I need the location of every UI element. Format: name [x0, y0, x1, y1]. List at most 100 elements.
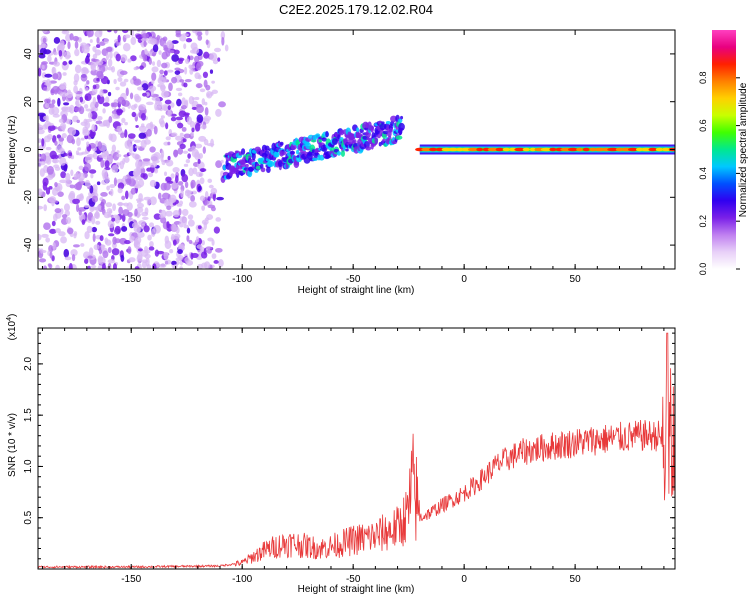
- noise-blob: [179, 79, 185, 83]
- noise-blob: [55, 228, 61, 234]
- noise-blob: [55, 264, 60, 269]
- noise-blob: [137, 248, 143, 252]
- noise-blob: [84, 155, 93, 164]
- noise-blob: [124, 190, 129, 200]
- noise-blob: [158, 72, 164, 82]
- noise-blob: [112, 203, 117, 212]
- noise-blob: [153, 125, 158, 135]
- snr-y-axis: 0.5 1.0 1.5 2.0: [23, 332, 675, 560]
- noise-blob: [141, 33, 149, 39]
- noise-blob: [197, 159, 201, 164]
- snr-x-axis-label: Height of straight line (km): [298, 584, 415, 595]
- colorbar-tick-label: 0.8: [698, 72, 708, 85]
- noise-blob: [90, 111, 98, 120]
- noise-blob: [138, 125, 147, 133]
- noise-blob: [91, 124, 96, 132]
- noise-blob: [113, 30, 118, 34]
- noise-blob: [150, 153, 159, 162]
- noise-blob: [98, 30, 103, 35]
- x-tick-label: -150: [121, 574, 141, 585]
- noise-blob: [41, 137, 45, 147]
- noise-blob: [124, 239, 131, 245]
- noise-blob: [171, 76, 178, 84]
- noise-blob: [38, 258, 47, 263]
- noise-blob: [165, 200, 170, 205]
- noise-blob: [158, 50, 162, 55]
- noise-blob: [87, 111, 93, 119]
- noise-blob: [119, 70, 128, 75]
- noise-blob: [122, 175, 128, 180]
- snr-series-line: [38, 332, 675, 569]
- noise-blob: [44, 102, 50, 109]
- noise-blob: [170, 102, 175, 108]
- noise-blob: [54, 208, 62, 214]
- noise-blob: [114, 238, 121, 244]
- noise-blob: [160, 182, 167, 191]
- noise-blob: [190, 252, 194, 260]
- noise-blob: [209, 52, 218, 61]
- noise-blob: [185, 38, 193, 43]
- noise-blob: [74, 64, 82, 74]
- signal-blob: [312, 157, 318, 161]
- noise-blob: [59, 83, 66, 91]
- noise-blob: [111, 164, 119, 174]
- noise-blob: [121, 195, 126, 201]
- noise-blob: [199, 195, 206, 202]
- steady-band-peak: [661, 147, 671, 152]
- noise-blob: [135, 160, 141, 169]
- noise-blob: [65, 216, 72, 224]
- noise-blob: [129, 235, 134, 243]
- noise-blob: [65, 54, 71, 58]
- noise-blob: [141, 49, 146, 58]
- noise-blob: [72, 35, 79, 42]
- noise-blob: [44, 73, 53, 78]
- noise-blob: [72, 198, 80, 205]
- noise-blob: [182, 138, 187, 143]
- noise-blob: [141, 259, 149, 263]
- noise-blob: [175, 135, 183, 141]
- signal-blob: [345, 148, 349, 152]
- noise-blob: [117, 96, 125, 105]
- noise-blob: [165, 122, 169, 130]
- noise-blob: [68, 60, 73, 65]
- noise-blob: [207, 178, 213, 184]
- steady-band-peak: [476, 147, 484, 152]
- signal-blob: [337, 134, 341, 140]
- noise-blob: [169, 249, 174, 254]
- noise-blob: [100, 244, 105, 251]
- steady-band-peak: [487, 147, 499, 152]
- noise-blob: [160, 216, 167, 224]
- noise-blob: [63, 102, 70, 106]
- noise-blob: [57, 191, 64, 197]
- noise-blob: [172, 167, 180, 173]
- steady-band-peak: [593, 147, 606, 152]
- signal-blob: [222, 164, 227, 171]
- noise-blob: [173, 233, 181, 239]
- noise-blob: [62, 61, 68, 66]
- noise-blob: [99, 235, 104, 242]
- noise-blob: [147, 172, 154, 178]
- noise-blob: [206, 142, 215, 147]
- signal-blob: [268, 160, 274, 167]
- steady-band-peak: [467, 147, 479, 152]
- noise-blob: [117, 187, 123, 194]
- noise-blob: [66, 227, 74, 235]
- noise-blob: [187, 190, 191, 199]
- noise-blob: [164, 240, 172, 250]
- noise-blob: [112, 151, 120, 161]
- noise-blob: [194, 122, 201, 132]
- noise-blob: [63, 248, 70, 258]
- noise-blob: [135, 124, 139, 129]
- snr-y-axis-label: SNR (10 * v/v): [7, 413, 18, 477]
- noise-blob: [181, 208, 189, 216]
- y-tick-label: 20: [23, 96, 34, 108]
- noise-blob: [152, 44, 159, 53]
- noise-blob: [38, 122, 41, 128]
- y-tick-label: -20: [23, 190, 34, 205]
- noise-blob: [46, 122, 54, 127]
- noise-blob: [194, 55, 200, 63]
- signal-blob: [264, 150, 270, 156]
- noise-blob: [194, 143, 203, 149]
- noise-blob: [92, 151, 98, 160]
- noise-blob: [183, 224, 189, 229]
